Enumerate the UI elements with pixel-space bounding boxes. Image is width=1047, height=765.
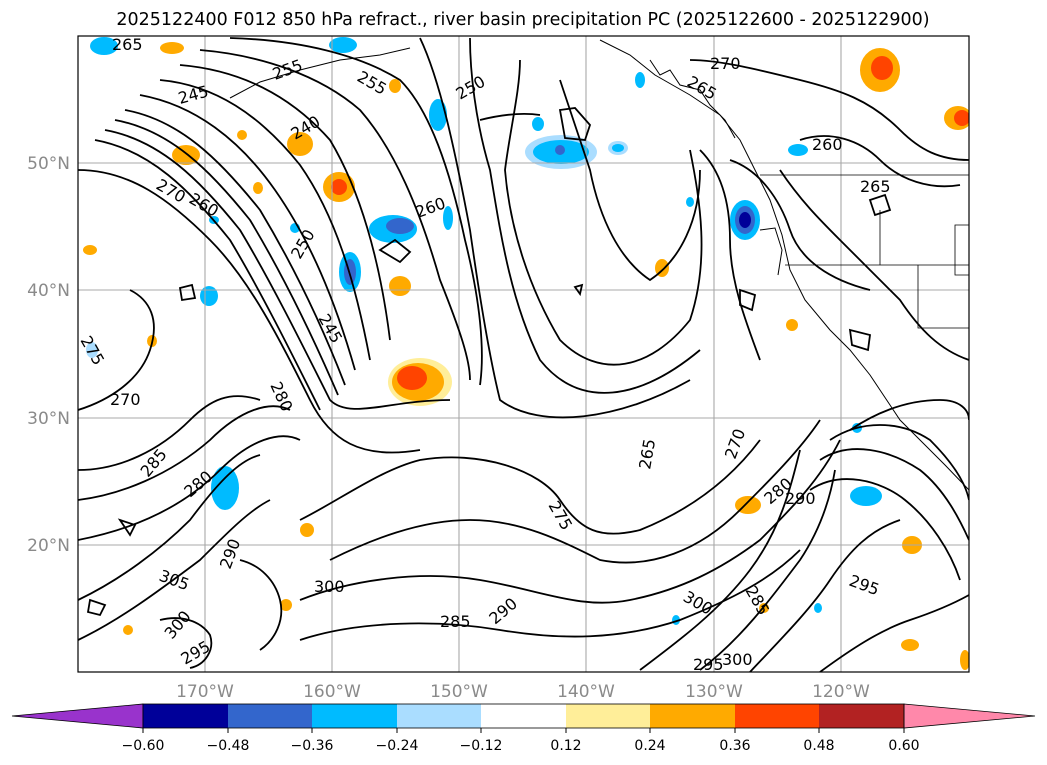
contour-label: 265 bbox=[860, 177, 891, 196]
contour-label: 285 bbox=[440, 612, 471, 631]
anomaly-negative bbox=[429, 99, 447, 131]
anomaly-negative bbox=[90, 37, 118, 55]
colorbar-tick-label: 0.12 bbox=[550, 738, 581, 754]
precip-shading bbox=[83, 37, 969, 670]
colorbar-segment bbox=[566, 704, 650, 728]
contour-label: 295 bbox=[693, 655, 724, 674]
contour-label: 260 bbox=[812, 135, 843, 154]
anomaly-negative bbox=[200, 286, 218, 306]
anomaly-negative bbox=[211, 466, 239, 510]
colorbar-segment bbox=[397, 704, 481, 728]
colorbar-tick-label: 0.48 bbox=[803, 738, 834, 754]
colorbar-segment bbox=[143, 704, 228, 728]
colorbar-tick-label: −0.12 bbox=[460, 738, 503, 754]
lat-label: 20°N bbox=[27, 536, 70, 556]
colorbar-segment bbox=[650, 704, 735, 728]
contour-label: 290 bbox=[785, 489, 816, 508]
anomaly-negative bbox=[850, 486, 882, 506]
colorbar-tick-label: −0.48 bbox=[207, 738, 250, 754]
contour-label: 300 bbox=[314, 577, 345, 596]
contour-label: 300 bbox=[722, 650, 753, 669]
colorbar-tick-label: 0.24 bbox=[634, 738, 665, 754]
latitude-labels: 50°N 40°N 30°N 20°N bbox=[27, 154, 70, 556]
anomaly-positive bbox=[287, 132, 313, 156]
colorbar-tick-label: −0.24 bbox=[376, 738, 419, 754]
lat-label: 40°N bbox=[27, 281, 70, 301]
lat-label: 50°N bbox=[27, 154, 70, 174]
colorbar-ticks bbox=[142, 728, 905, 733]
lon-label: 130°W bbox=[685, 682, 743, 702]
longitude-labels: 170°W 160°W 150°W 140°W 130°W 120°W bbox=[176, 682, 870, 702]
colorbar-segment bbox=[819, 704, 904, 728]
lon-label: 160°W bbox=[303, 682, 361, 702]
map-area: 265 255 245 250 240 270 260 250 245 280 … bbox=[78, 35, 969, 674]
contour-label: 270 bbox=[710, 54, 741, 73]
refractivity-contours bbox=[78, 37, 969, 672]
contour-label: 265 bbox=[112, 35, 143, 54]
map-frame bbox=[77, 35, 970, 673]
colorbar-tick-label: 0.60 bbox=[888, 738, 919, 754]
colorbar-extend-high bbox=[903, 703, 1036, 729]
colorbar-tick-label: 0.36 bbox=[719, 738, 750, 754]
lon-label: 140°W bbox=[557, 682, 615, 702]
colorbar-segment bbox=[735, 704, 819, 728]
lon-label: 120°W bbox=[812, 682, 870, 702]
contour-label: 270 bbox=[110, 390, 141, 409]
colorbar-extend-low bbox=[11, 703, 144, 729]
colorbar-segment bbox=[481, 704, 566, 728]
lon-label: 170°W bbox=[176, 682, 234, 702]
colorbar-tick-label: −0.36 bbox=[291, 738, 334, 754]
map-title: 2025122400 F012 850 hPa refract., river … bbox=[116, 10, 929, 30]
lat-label: 30°N bbox=[27, 409, 70, 429]
colorbar: −0.60 −0.48 −0.36 −0.24 −0.12 0.12 0.24 … bbox=[11, 703, 1036, 754]
lon-label: 150°W bbox=[430, 682, 488, 702]
anomaly-positive bbox=[901, 639, 919, 651]
anomaly-positive bbox=[389, 276, 411, 296]
colorbar-tick-label: −0.60 bbox=[122, 738, 165, 754]
colorbar-segment bbox=[312, 704, 397, 728]
anomaly-positive bbox=[160, 42, 184, 54]
colorbar-segment bbox=[228, 704, 312, 728]
